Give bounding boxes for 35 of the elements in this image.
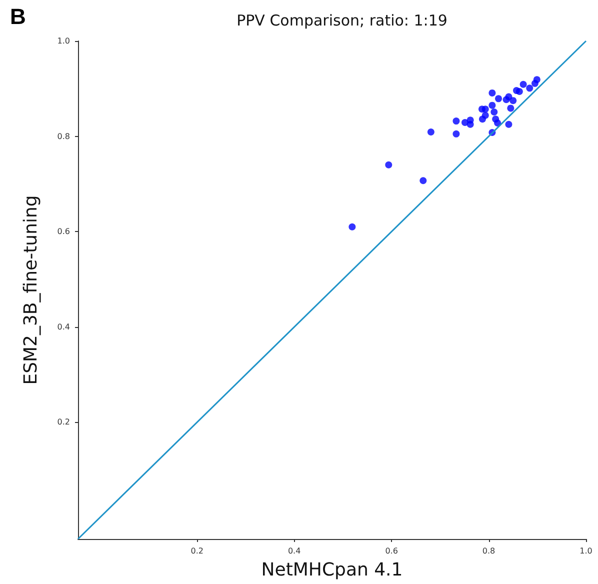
x-axis-title: NetMHCpan 4.1 — [261, 560, 403, 580]
point — [420, 177, 427, 184]
x-tick-label: 0.4 — [288, 546, 301, 556]
point — [516, 88, 523, 96]
point — [385, 161, 392, 168]
point — [533, 76, 540, 84]
point — [427, 128, 434, 136]
point — [466, 120, 474, 128]
point — [488, 89, 496, 96]
x-tick-label: 0.8 — [482, 546, 496, 556]
point — [526, 84, 534, 92]
point — [482, 112, 489, 119]
text: B — [10, 4, 26, 30]
point — [488, 102, 496, 109]
point — [348, 223, 356, 230]
y-tick-label: 0.4 — [57, 322, 70, 332]
x-tick-label: 0.6 — [385, 546, 398, 556]
point — [452, 118, 460, 125]
x-tick-label: 0.2 — [190, 546, 204, 556]
point — [510, 97, 517, 104]
point — [490, 108, 498, 116]
point — [494, 119, 502, 126]
point — [505, 120, 512, 128]
y-tick-label: 0.2 — [57, 418, 70, 427]
point — [482, 106, 489, 113]
y-tick-label: 0.8 — [57, 132, 70, 141]
y-axis-title: ESM2_3B_fine-tuning — [20, 195, 42, 385]
y-tick-label: 1.0 — [57, 36, 70, 46]
point — [495, 95, 502, 102]
y-tick-label: 0.6 — [57, 227, 70, 236]
chart-title: PPV Comparison; ratio: 1:19 — [236, 12, 448, 30]
point — [507, 104, 514, 112]
point — [520, 80, 527, 88]
point — [452, 130, 460, 138]
x-tick-label: 1.0 — [580, 546, 592, 556]
